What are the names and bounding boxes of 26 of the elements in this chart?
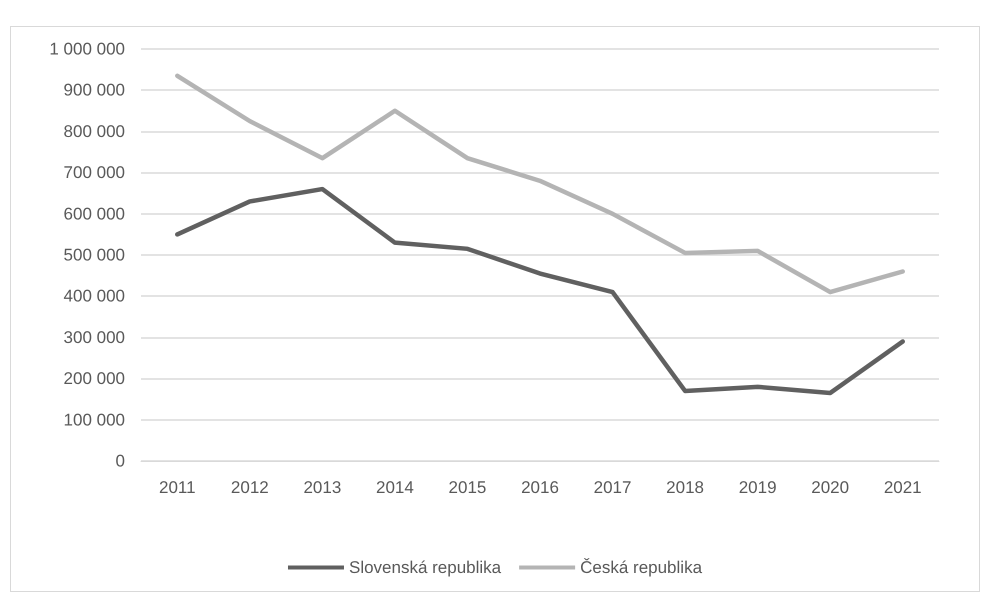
y-tick-label: 300 000 [64, 328, 125, 347]
y-tick-label: 0 [116, 452, 125, 470]
x-tick-label: 2013 [303, 478, 342, 497]
legend-label: Česká republika [580, 558, 703, 577]
line-series [175, 186, 905, 396]
x-tick-label: 2021 [884, 478, 922, 497]
x-tick-label: 2018 [666, 478, 704, 497]
x-tick-label: 2019 [738, 478, 777, 497]
y-tick-label: 800 000 [64, 122, 125, 141]
y-tick-label: 700 000 [64, 163, 125, 182]
legend-label: Slovenská republika [348, 558, 502, 577]
y-tick-label: 100 000 [64, 410, 125, 430]
y-tick-label: 900 000 [64, 80, 125, 100]
x-tick-label: 2012 [230, 478, 269, 497]
x-tick-label: 2016 [521, 478, 559, 497]
x-tick-label: 2020 [811, 478, 850, 497]
y-tick-label: 200 000 [64, 369, 125, 388]
y-tick-label: 500 000 [64, 246, 125, 264]
y-tick-label: 400 000 [64, 286, 125, 306]
x-tick-label: 2014 [376, 478, 414, 497]
line-series [175, 74, 905, 294]
y-tick-label: 600 000 [64, 204, 125, 224]
x-tick-label: 2015 [448, 478, 486, 497]
x-tick-label: 2017 [594, 478, 632, 497]
y-tick-label: 1 000 000 [49, 40, 125, 58]
x-tick-label: 2011 [158, 478, 196, 497]
